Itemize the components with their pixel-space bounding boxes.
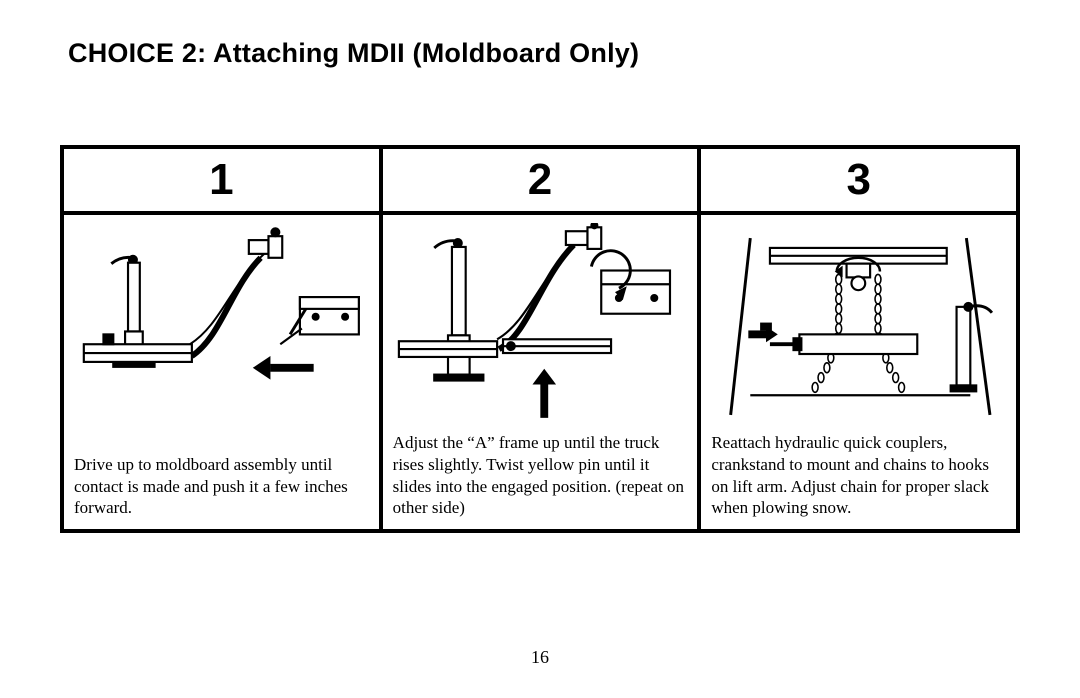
step-body-row: Drive up to moldboard assembly until con… <box>64 215 1016 529</box>
page-number: 16 <box>0 647 1080 668</box>
instruction-table: 1 2 3 <box>60 145 1020 533</box>
panel-1-caption: Drive up to moldboard assembly until con… <box>74 454 369 519</box>
panel-3-illustration <box>711 223 1006 430</box>
panel-1-illustration <box>74 223 369 450</box>
panel-2-caption: Adjust the “A” frame up until the truck … <box>393 432 688 519</box>
step-number-1: 1 <box>64 149 379 211</box>
page-title: CHOICE 2: Attaching MDII (Moldboard Only… <box>68 38 1020 69</box>
step-number-2: 2 <box>379 149 698 211</box>
panel-2-illustration <box>393 223 688 430</box>
panel-1: Drive up to moldboard assembly until con… <box>64 215 379 529</box>
manual-page: CHOICE 2: Attaching MDII (Moldboard Only… <box>0 0 1080 698</box>
step-number-row: 1 2 3 <box>64 149 1016 215</box>
panel-2: Adjust the “A” frame up until the truck … <box>379 215 698 529</box>
panel-3-caption: Reattach hydraulic quick couplers, crank… <box>711 432 1006 519</box>
panel-3: Reattach hydraulic quick couplers, crank… <box>697 215 1016 529</box>
step-number-3: 3 <box>697 149 1016 211</box>
